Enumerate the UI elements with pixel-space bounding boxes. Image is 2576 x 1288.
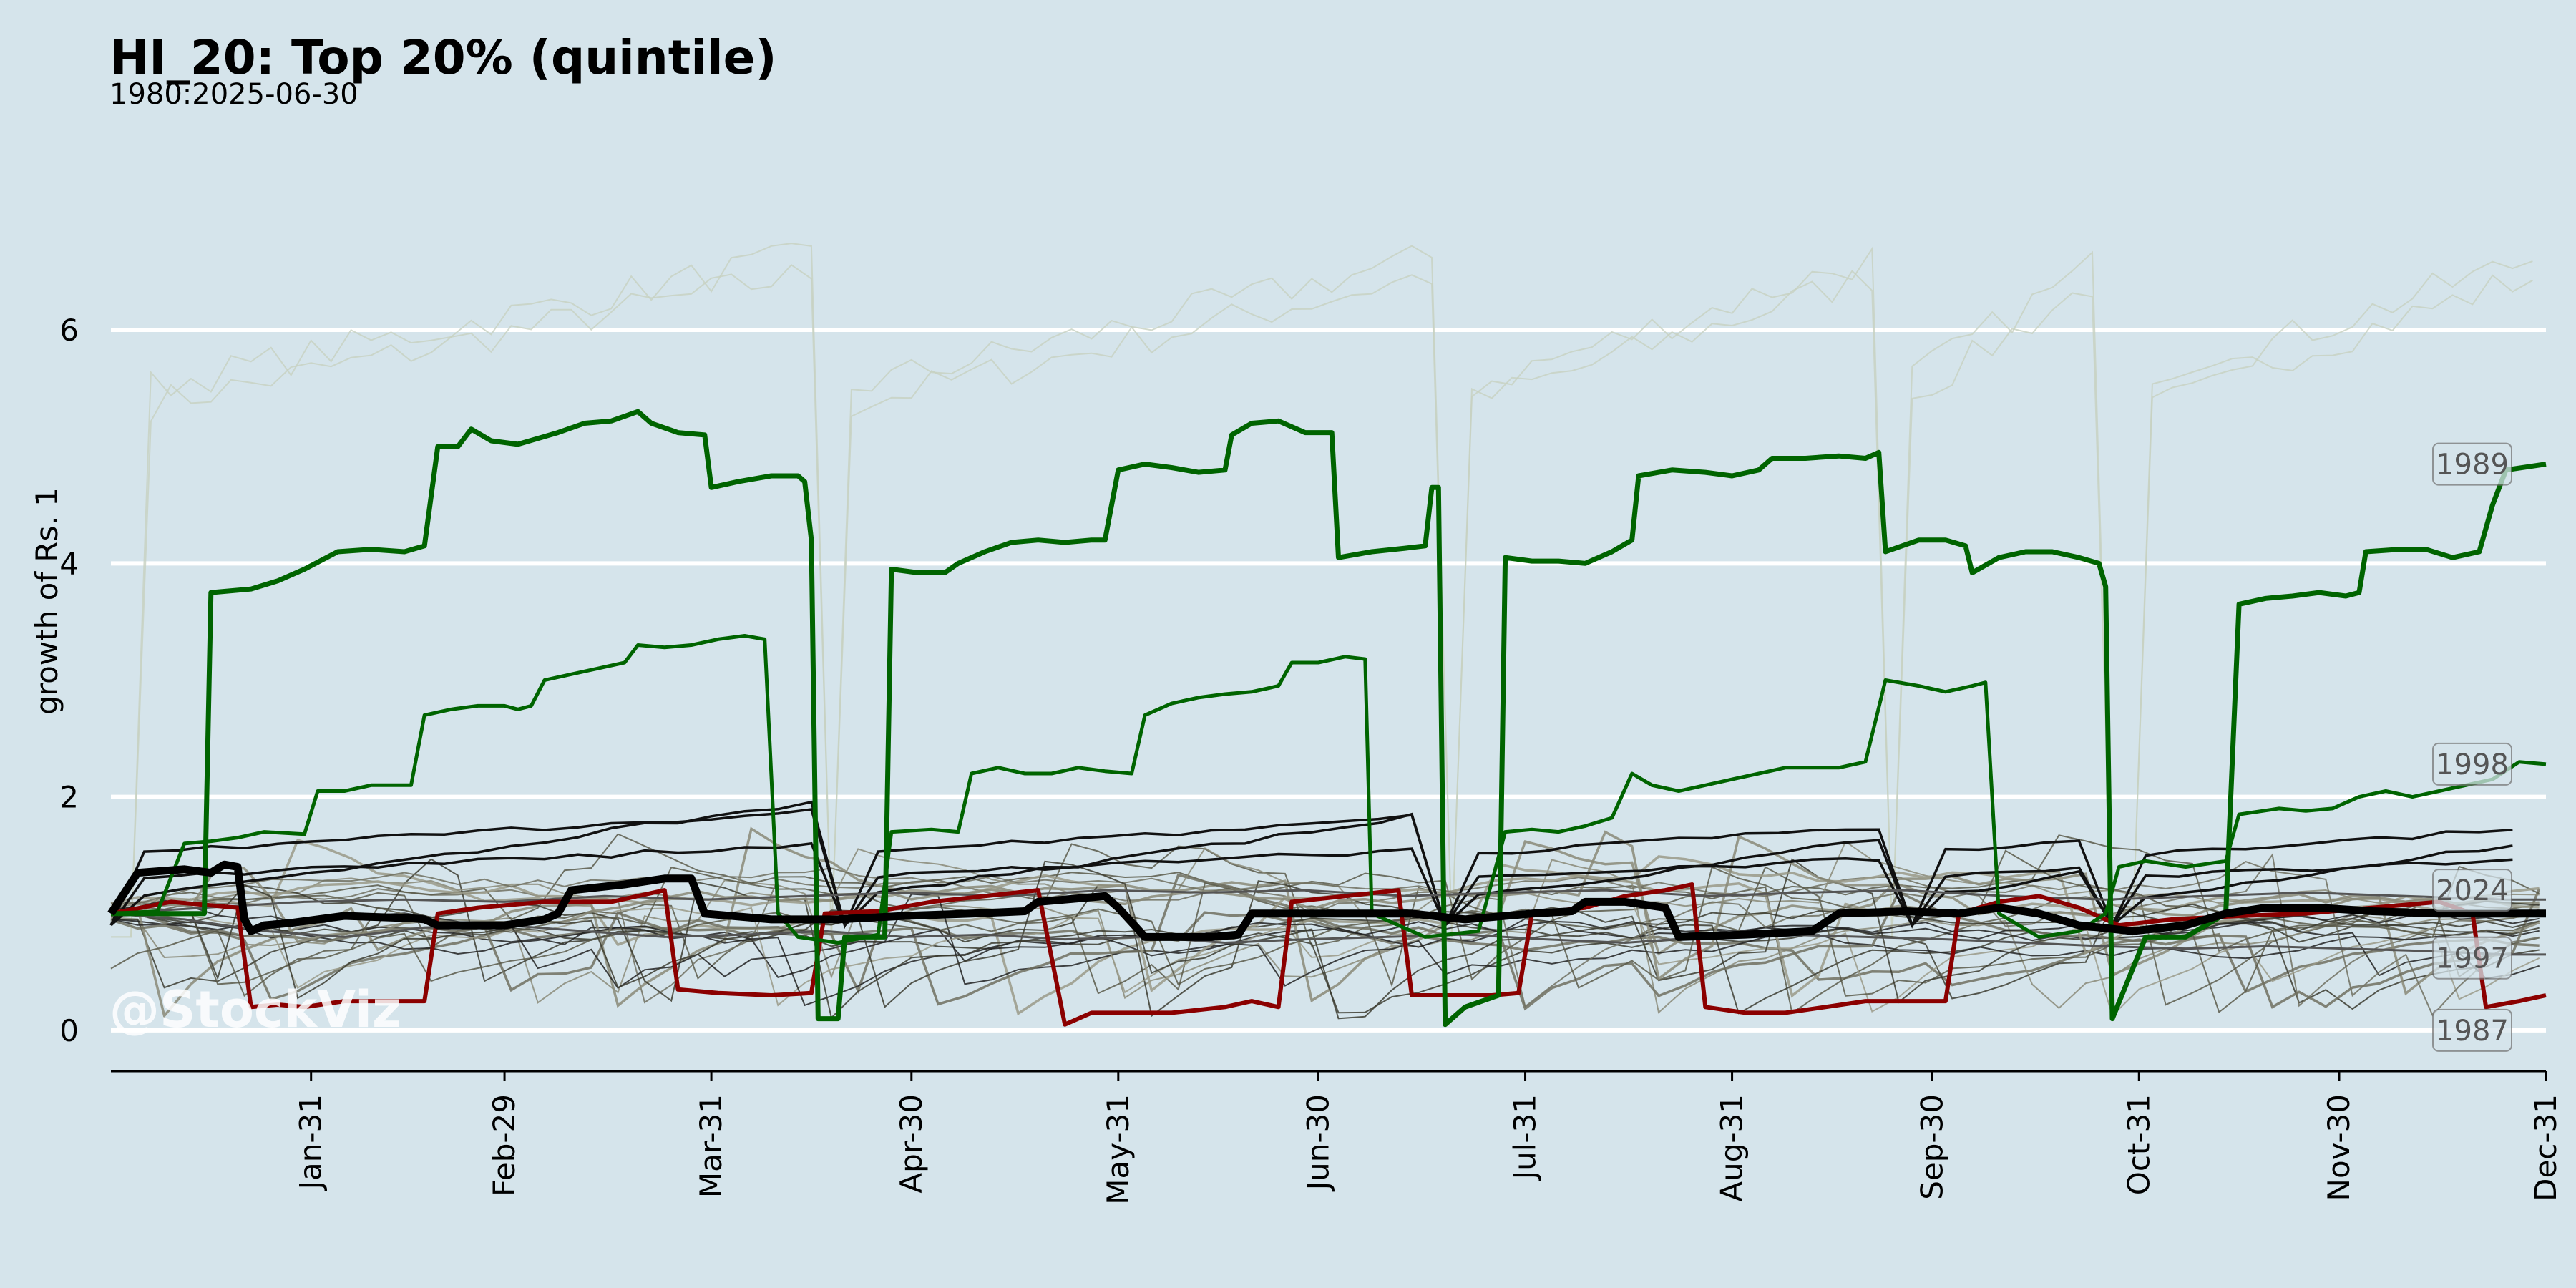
x-axis-ticks: Jan-31 Feb-29 Mar-31 Apr-30 May-31 Jun-30 Jul-… <box>293 1071 2563 1205</box>
year-label-box <box>2432 1008 2512 1052</box>
year-label-1997: 1997 <box>2432 936 2512 980</box>
year-label-1989: 1989 <box>2432 442 2512 486</box>
year-label-text: 2024 <box>2436 874 2509 907</box>
y-tick-label: 4 <box>59 546 79 581</box>
year-label-text: 1997 <box>2436 942 2509 975</box>
series-line-1989 <box>111 409 2547 1028</box>
x-tick-label: Mar-31 <box>693 1094 728 1198</box>
x-tick-label: May-31 <box>1101 1094 1136 1205</box>
background-year-line <box>110 873 2541 1011</box>
year-label-text: 1989 <box>2436 449 2509 482</box>
year-label-2024: 2024 <box>2432 869 2512 912</box>
series-line-average <box>107 860 2546 941</box>
background-year-line <box>110 903 2540 1014</box>
background-year-line <box>110 860 2540 1017</box>
background-year-line <box>110 918 2540 1007</box>
x-tick-label: Apr-30 <box>894 1094 929 1194</box>
y-axis-label: growth of Rs. 1 <box>29 487 64 715</box>
series-line-1987 <box>110 882 2547 1027</box>
x-tick-label: Jun-30 <box>1301 1094 1336 1192</box>
x-tick-label: Sep-30 <box>1914 1094 1949 1200</box>
year-label-text: 1987 <box>2436 1015 2509 1048</box>
y-axis-ticks: 0 2 4 6 <box>59 313 79 1048</box>
x-tick-label: Oct-31 <box>2121 1094 2156 1195</box>
grid-lines <box>111 328 2546 1033</box>
year-label-1987: 1987 <box>2432 1008 2512 1052</box>
x-tick-label: Dec-31 <box>2528 1094 2563 1201</box>
year-label-text: 1998 <box>2436 748 2509 781</box>
year-labels: 1989 1998 2024 1997 1987 <box>2432 442 2512 1052</box>
year-label-box <box>2432 936 2512 980</box>
background-year-line <box>110 833 2540 981</box>
background-year-line <box>110 893 2540 985</box>
y-tick-label: 0 <box>59 1013 79 1048</box>
y-tick-label: 2 <box>59 780 79 815</box>
series-lines <box>107 409 2547 1028</box>
x-tick-label: Jul-31 <box>1508 1094 1543 1181</box>
year-label-box <box>2432 869 2512 912</box>
background-year-line <box>110 902 2540 1018</box>
year-label-box <box>2432 442 2512 486</box>
year-label-box <box>2432 742 2512 786</box>
y-tick-label: 6 <box>59 313 79 348</box>
x-tick-label: Feb-29 <box>487 1094 522 1196</box>
background-year-line <box>110 865 2540 1014</box>
x-tick-label: Aug-31 <box>1714 1094 1750 1202</box>
watermark: @StockViz <box>109 980 401 1039</box>
x-tick-label: Nov-30 <box>2321 1094 2356 1201</box>
chart-title: HI_20: Top 20% (quintile) <box>109 30 777 85</box>
chart-subtitle: 1980:2025-06-30 <box>109 78 358 111</box>
x-tick-label: Jan-31 <box>293 1094 328 1191</box>
year-label-1998: 1998 <box>2432 742 2512 786</box>
